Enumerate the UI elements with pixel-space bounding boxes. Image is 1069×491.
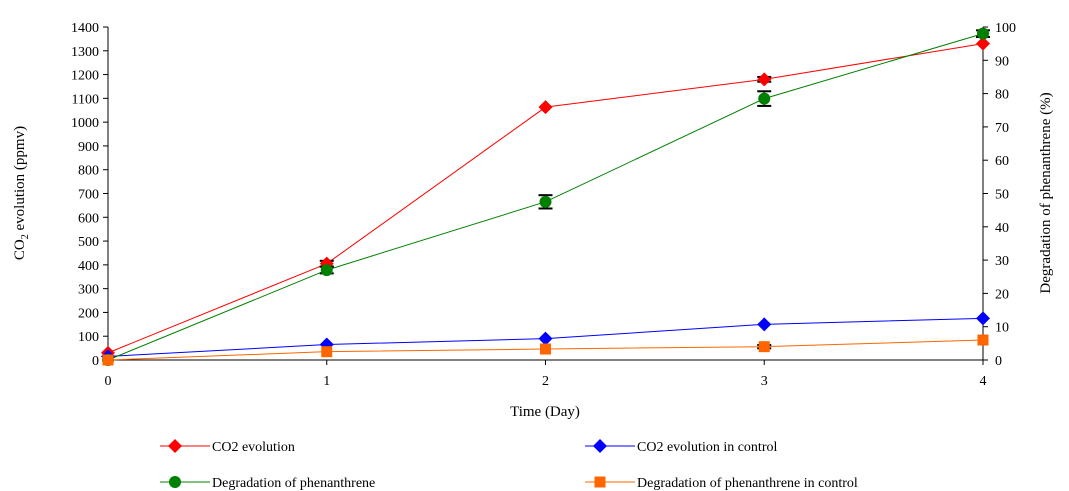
legend-marker [168,439,182,453]
series-layer [101,27,990,366]
left-y-tick-label: 300 [78,283,99,298]
left-y-tick-label: 800 [78,164,99,179]
data-point [976,311,990,326]
legend-item: CO2 evolution [160,439,295,455]
x-tick-label: 4 [980,374,987,389]
left-y-tick-label: 600 [78,211,99,226]
data-point [976,36,990,51]
left-y-tick-label: 1400 [71,21,99,36]
x-axis-label: Time (Day) [510,404,580,420]
x-tick-label: 2 [542,374,549,389]
series-3 [102,27,990,366]
legend-label: Degradation of phenanthrene [212,476,375,491]
left-y-tick-label: 700 [78,188,99,203]
data-point [102,354,114,366]
right-y-tick-label: 40 [995,221,1009,236]
legend-marker [593,439,607,453]
right-y-tick-label: 60 [995,154,1009,169]
data-point [538,100,553,115]
left-y-axis-label: CO2 evolution (ppmv) [12,126,31,260]
legend: CO2 evolution CO2 evolution in control Deg… [160,439,858,491]
left-y-tick-label: 900 [78,140,99,155]
left-y-tick-label: 500 [78,235,99,250]
data-point [538,331,553,346]
data-point [321,346,333,358]
right-y-ticks-group: 0 10 20 30 40 50 60 70 80 90 100 [983,21,1016,369]
right-y-tick-label: 100 [995,21,1016,36]
left-y-axis-label-sub: 2 [20,234,31,239]
right-y-tick-label: 70 [995,121,1009,136]
legend-item: CO2 evolution in control [585,439,777,455]
left-y-tick-label: 1300 [71,45,99,60]
data-point [320,264,333,277]
x-tick-label: 0 [105,374,112,389]
right-y-tick-label: 10 [995,321,1009,336]
right-y-tick-label: 0 [995,354,1002,369]
x-ticks-group: 0 1 2 3 4 [105,360,987,389]
data-point [540,343,551,355]
left-y-tick-label: 1000 [71,116,99,131]
left-y-tick-label: 100 [78,330,99,345]
right-y-tick-label: 90 [995,54,1009,69]
legend-item: Degradation of phenanthrene in control [585,476,858,491]
right-y-tick-label: 50 [995,188,1009,203]
data-point [977,27,989,40]
left-y-ticks-group: 0 100 200 300 400 500 600 700 800 900 1000 1100 1200… [71,21,108,369]
left-y-tick-label: 0 [92,354,99,369]
data-point [757,72,772,87]
data-point [758,341,770,353]
legend-marker [169,476,181,488]
data-point [757,317,772,332]
legend-marker [594,476,606,488]
data-point [977,334,989,346]
series-4 [102,334,989,366]
left-y-tick-label: 200 [78,306,99,321]
x-tick-label: 3 [761,374,768,389]
axes-group [107,27,984,361]
left-y-axis-label-rest: evolution (ppmv) [12,126,28,234]
x-tick-label: 1 [323,374,330,389]
legend-item: Degradation of phenanthrene [160,476,375,491]
data-point [758,92,771,105]
legend-label: Degradation of phenanthrene in control [637,476,858,491]
left-y-tick-label: 1200 [71,69,99,84]
legend-label: CO2 evolution [212,440,295,455]
right-y-tick-label: 20 [995,287,1009,302]
left-y-tick-label: 1100 [72,92,99,107]
left-y-tick-label: 400 [78,259,99,274]
right-y-tick-label: 80 [995,88,1009,103]
right-y-axis-label: Degradation of phenanthrene (%) [1038,92,1054,293]
data-point [539,195,552,208]
right-y-tick-label: 30 [995,254,1009,269]
left-y-axis-label-main: CO [12,239,28,260]
legend-label: CO2 evolution in control [637,440,777,455]
series-2 [101,311,990,364]
